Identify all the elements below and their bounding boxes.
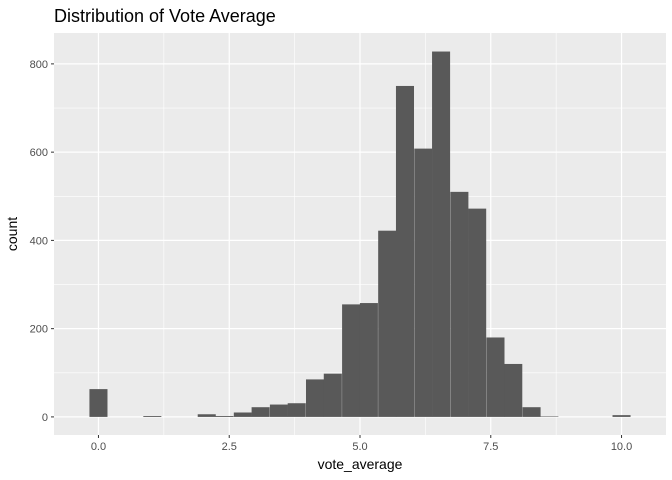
histogram-bar bbox=[143, 416, 162, 417]
x-tick-label: 0.0 bbox=[91, 441, 106, 453]
x-tick-label: 7.5 bbox=[483, 441, 498, 453]
histogram-bar bbox=[612, 415, 631, 417]
histogram-bar bbox=[233, 412, 252, 417]
chart-title: Distribution of Vote Average bbox=[54, 6, 276, 26]
y-tick-label: 200 bbox=[30, 324, 48, 336]
histogram-bar bbox=[378, 230, 397, 417]
major-gridlines bbox=[54, 33, 666, 435]
histogram-bar bbox=[504, 363, 523, 417]
histogram-bar bbox=[522, 407, 541, 417]
x-axis-title: vote_average bbox=[318, 456, 403, 472]
histogram-bar bbox=[359, 303, 378, 417]
histogram-bar bbox=[323, 373, 342, 417]
histogram-bar bbox=[269, 404, 288, 417]
histogram-bar bbox=[215, 416, 234, 417]
histogram-bar bbox=[414, 148, 433, 417]
x-axis: 0.0 2.5 5.0 7.5 10.0 bbox=[91, 435, 632, 453]
x-tick-label: 5.0 bbox=[352, 441, 367, 453]
x-tick-label: 10.0 bbox=[611, 441, 632, 453]
histogram-bar bbox=[305, 379, 325, 417]
histogram-bar bbox=[89, 389, 108, 417]
histogram-bar bbox=[395, 85, 415, 417]
x-tick-label: 2.5 bbox=[222, 441, 237, 453]
y-tick-label: 0 bbox=[42, 412, 48, 424]
y-tick-label: 600 bbox=[30, 147, 48, 159]
y-tick-label: 800 bbox=[30, 59, 48, 71]
histogram-bar bbox=[486, 337, 505, 417]
histogram-bar bbox=[468, 208, 487, 417]
y-axis-title: count bbox=[4, 217, 20, 251]
histogram-bar bbox=[287, 403, 306, 417]
histogram-bar bbox=[197, 414, 216, 417]
histogram-bar bbox=[251, 407, 270, 417]
histogram-bar bbox=[342, 304, 361, 417]
histogram-bar bbox=[540, 416, 559, 417]
histogram-bar bbox=[450, 191, 469, 417]
histogram-bars bbox=[89, 51, 631, 417]
histogram-bar bbox=[432, 51, 451, 417]
y-tick-label: 400 bbox=[30, 235, 48, 247]
y-axis: 0 200 400 600 800 bbox=[30, 59, 54, 424]
